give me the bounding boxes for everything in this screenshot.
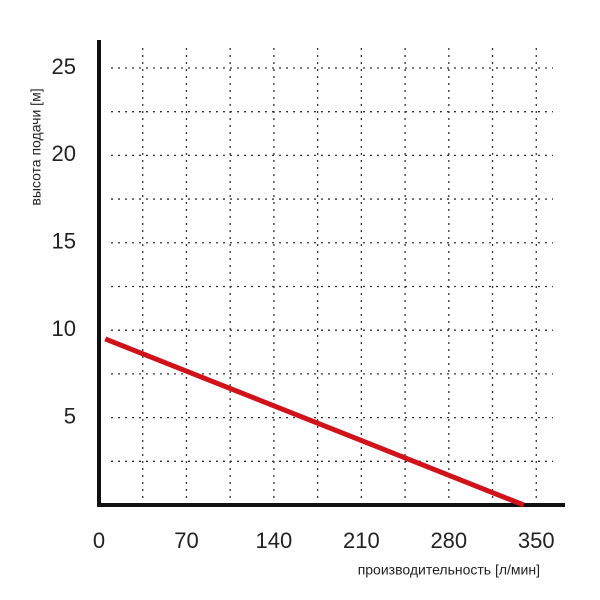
x-tick-label: 350 — [518, 528, 555, 553]
x-tick-label: 0 — [93, 528, 105, 553]
y-axis-label: высота подачи [м] — [28, 88, 44, 205]
x-tick-label: 280 — [430, 528, 467, 553]
y-tick-label: 25 — [52, 54, 76, 79]
y-tick-label: 20 — [52, 141, 76, 166]
x-tick-label: 140 — [256, 528, 293, 553]
x-tick-label: 70 — [174, 528, 198, 553]
x-tick-label: 210 — [343, 528, 380, 553]
x-axis-label: производительность [л/мин] — [358, 562, 540, 578]
y-tick-label: 5 — [64, 403, 76, 428]
y-tick-label: 10 — [52, 316, 76, 341]
data-line — [104, 336, 525, 508]
y-tick-label: 15 — [52, 229, 76, 254]
